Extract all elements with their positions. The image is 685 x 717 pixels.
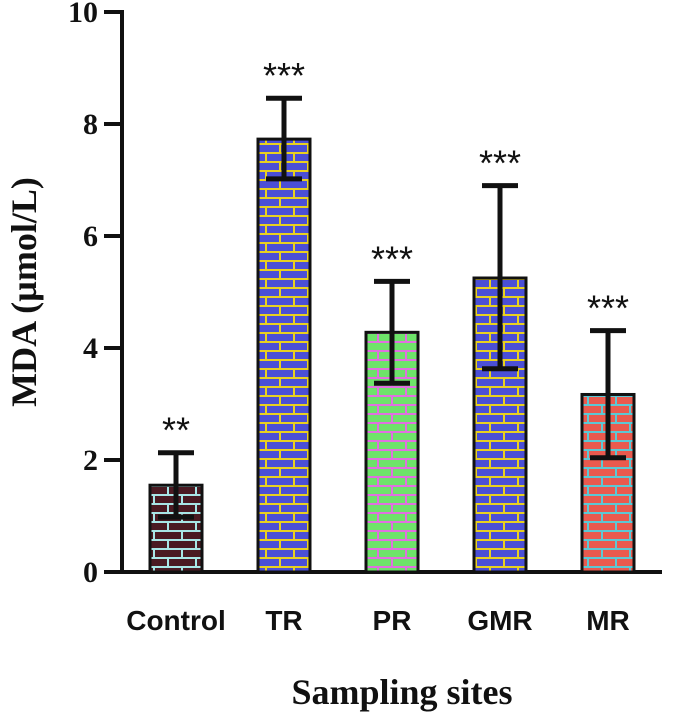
bar-tr [256, 137, 312, 574]
category-label-control: Control [126, 605, 226, 636]
y-tick-label: 2 [83, 444, 98, 477]
y-tick-label: 4 [83, 332, 98, 365]
significance-label: *** [371, 238, 413, 279]
significance-label: *** [263, 55, 305, 96]
y-axis: 0 2 4 6 8 10 [68, 0, 124, 589]
y-tick-label: 6 [83, 220, 98, 253]
significance-labels: ************** [162, 55, 629, 450]
y-tick-label: 8 [83, 108, 98, 141]
error-bars [158, 95, 626, 520]
category-label-mr: MR [586, 605, 630, 636]
category-labels: Control TR PR GMR MR [126, 605, 630, 636]
significance-label: *** [479, 143, 521, 184]
y-tick-label: 10 [68, 0, 98, 29]
significance-label: ** [162, 410, 190, 451]
y-axis-title: MDA (µmol/L) [4, 177, 44, 407]
bars [148, 137, 636, 574]
category-label-gmr: GMR [467, 605, 532, 636]
significance-label: *** [587, 288, 629, 329]
y-tick-label: 0 [83, 556, 98, 589]
category-label-pr: PR [373, 605, 412, 636]
category-label-tr: TR [265, 605, 302, 636]
x-axis-title: Sampling sites [291, 672, 512, 712]
